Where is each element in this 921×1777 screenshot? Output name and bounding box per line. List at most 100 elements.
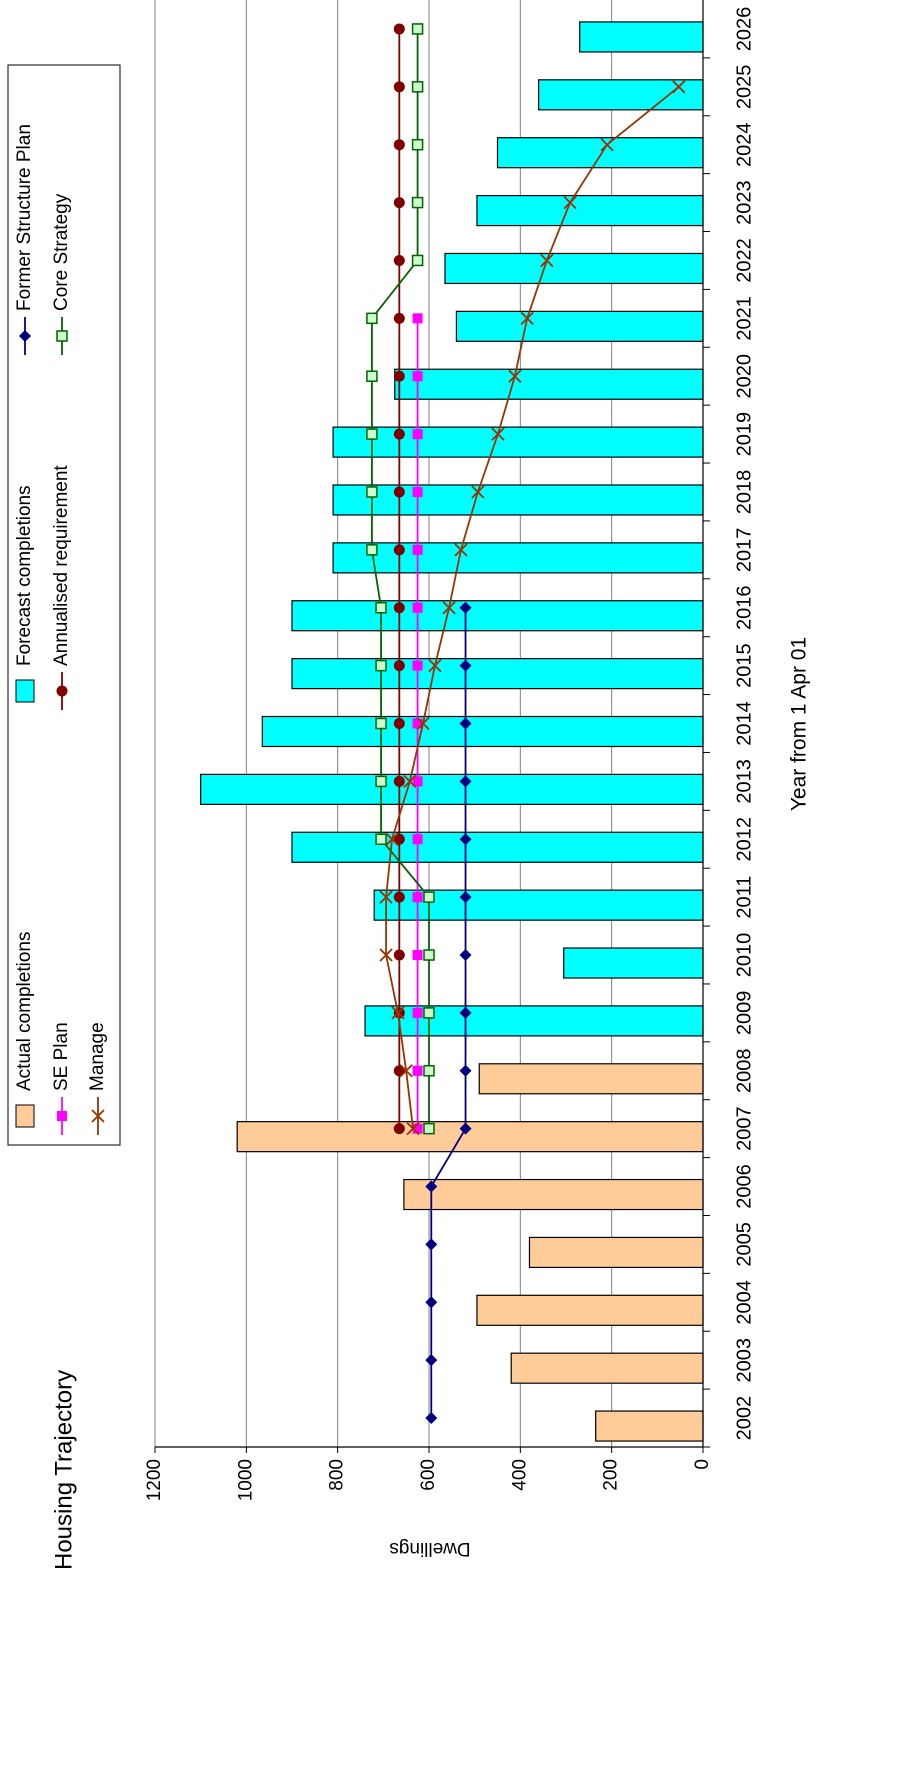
marker	[425, 1354, 438, 1367]
legend-label: Annualised requirement	[51, 465, 72, 666]
marker	[459, 1122, 472, 1135]
x-tick-label: 2019	[733, 412, 755, 457]
marker	[471, 485, 485, 499]
x-tick-label: 2020	[733, 354, 755, 399]
marker	[393, 1065, 405, 1077]
marker	[412, 1065, 423, 1076]
bar	[510, 1352, 704, 1384]
marker	[425, 1296, 438, 1309]
marker	[393, 544, 405, 556]
marker	[459, 1006, 472, 1019]
marker	[459, 775, 472, 788]
marker	[459, 601, 472, 614]
marker	[393, 718, 405, 729]
chart-body: Housing Trajectory Year from 1 Apr 01 Dw…	[7, 0, 811, 1570]
marker	[375, 775, 387, 788]
marker	[459, 717, 472, 730]
marker	[459, 891, 472, 904]
x-tick-label: 2023	[733, 180, 755, 225]
bar	[563, 947, 704, 979]
marker	[423, 949, 435, 961]
x-tick-label: 2008	[733, 1049, 755, 1094]
legend-label: Core Strategy	[51, 193, 72, 311]
bar	[403, 1178, 704, 1211]
marker	[411, 81, 424, 93]
legend-swatch	[15, 1104, 35, 1128]
bar	[261, 715, 704, 748]
marker	[411, 254, 424, 267]
marker	[459, 949, 472, 962]
legend-label: Manage	[87, 1022, 108, 1091]
marker	[412, 660, 423, 671]
marker	[393, 891, 405, 903]
x-tick-label: 2005	[733, 1222, 755, 1267]
bar	[528, 1236, 704, 1269]
x-tick-label: 2004	[733, 1280, 755, 1325]
bar	[394, 368, 704, 400]
marker	[412, 1007, 423, 1018]
bar	[332, 542, 704, 574]
marker	[385, 832, 399, 846]
x-tick-label: 2011	[733, 876, 755, 919]
marker	[412, 892, 423, 903]
y-tick-label: 1200	[144, 1459, 165, 1501]
x-tick-label: 2015	[733, 643, 755, 688]
marker	[459, 833, 472, 846]
marker	[403, 774, 417, 789]
marker	[393, 139, 405, 151]
marker	[508, 369, 522, 383]
marker	[423, 891, 435, 903]
marker	[459, 1064, 472, 1077]
marker	[412, 602, 423, 613]
legend-box	[7, 64, 121, 1146]
marker	[459, 659, 472, 672]
marker	[416, 716, 430, 731]
marker	[428, 658, 442, 673]
marker	[56, 330, 68, 342]
marker	[423, 1007, 435, 1019]
marker	[379, 948, 393, 962]
x-tick-label: 2024	[733, 122, 755, 167]
marker	[491, 427, 505, 441]
series-line	[371, 28, 430, 1129]
x-tick-label: 2010	[733, 933, 755, 978]
marker	[391, 1006, 405, 1020]
x-tick-label: 2018	[733, 470, 755, 515]
marker	[406, 1122, 420, 1136]
marker	[600, 138, 614, 152]
bar	[332, 426, 704, 458]
marker	[393, 775, 405, 787]
legend-label: Forecast completions	[14, 485, 35, 666]
marker	[393, 370, 405, 382]
marker	[411, 23, 424, 35]
legend-label: SE Plan	[51, 1022, 72, 1091]
y-tick-label: 600	[418, 1459, 439, 1491]
x-tick-label: 2026	[733, 7, 755, 52]
marker	[412, 718, 423, 729]
bar	[595, 1410, 704, 1442]
marker	[393, 660, 405, 672]
x-tick-label: 2003	[733, 1338, 755, 1383]
x-tick-label: 2014	[733, 701, 755, 746]
marker	[91, 1109, 105, 1123]
marker	[379, 890, 393, 904]
marker	[56, 685, 68, 697]
x-tick-label: 2009	[733, 991, 755, 1036]
bar	[332, 484, 704, 516]
x-tick-label: 2007	[733, 1106, 755, 1151]
bar	[200, 773, 704, 805]
marker	[19, 330, 31, 342]
y-tick-label: 200	[601, 1459, 622, 1491]
marker	[423, 1065, 435, 1077]
x-tick-label: 2013	[733, 759, 755, 804]
chart-title: Housing Trajectory	[50, 1370, 77, 1570]
bar	[478, 1063, 704, 1095]
y-tick-label: 400	[509, 1459, 530, 1491]
x-tick-label: 2017	[733, 528, 755, 573]
bar	[537, 79, 704, 111]
legend-label: Former Structure Plan	[14, 124, 35, 311]
marker	[393, 312, 405, 324]
marker	[375, 601, 387, 614]
marker	[375, 833, 387, 846]
